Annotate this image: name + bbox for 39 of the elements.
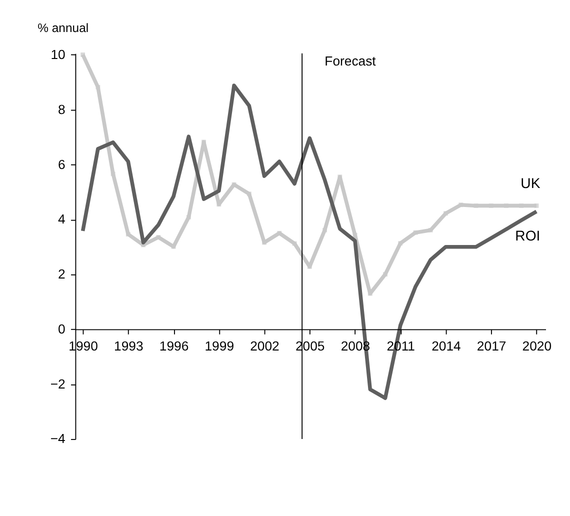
point <box>519 203 524 208</box>
series-label: UK <box>520 174 541 191</box>
point <box>488 203 494 208</box>
point <box>80 52 86 57</box>
point <box>413 230 418 235</box>
ref-line-label: Forecast <box>324 54 376 69</box>
x-tick-label: 2014 <box>432 338 461 354</box>
point <box>444 211 448 216</box>
point <box>186 215 191 220</box>
y-axis-title: % annual <box>38 21 89 36</box>
y-tick-label: 2 <box>58 266 66 282</box>
point <box>534 203 539 208</box>
point <box>96 84 100 90</box>
point <box>322 228 327 232</box>
x-tick-label: 1993 <box>114 338 144 354</box>
y-tick-label: 4 <box>58 212 66 227</box>
y-tick-label: 10 <box>50 46 66 62</box>
series-label: ROI <box>515 228 540 244</box>
x-tick-label: 1996 <box>159 338 189 354</box>
y-tick-label: −2 <box>50 376 66 392</box>
x-tick-label: 1999 <box>204 338 234 354</box>
point <box>458 202 464 208</box>
point <box>398 241 403 246</box>
x-tick-label: 2020 <box>522 338 552 354</box>
point <box>292 241 297 246</box>
y-tick-label: 8 <box>58 102 66 117</box>
x-tick-label: 2017 <box>476 338 506 354</box>
point <box>383 272 388 277</box>
point <box>246 192 252 196</box>
y-tick-label: 6 <box>58 156 66 172</box>
x-tick-label: 2002 <box>250 338 280 354</box>
point <box>428 228 433 232</box>
point <box>504 203 508 208</box>
point <box>126 232 130 236</box>
y-tick-label: −4 <box>50 431 66 446</box>
point <box>352 232 358 238</box>
y-tick-label: 0 <box>58 321 66 336</box>
point <box>474 203 478 208</box>
point <box>110 172 116 176</box>
